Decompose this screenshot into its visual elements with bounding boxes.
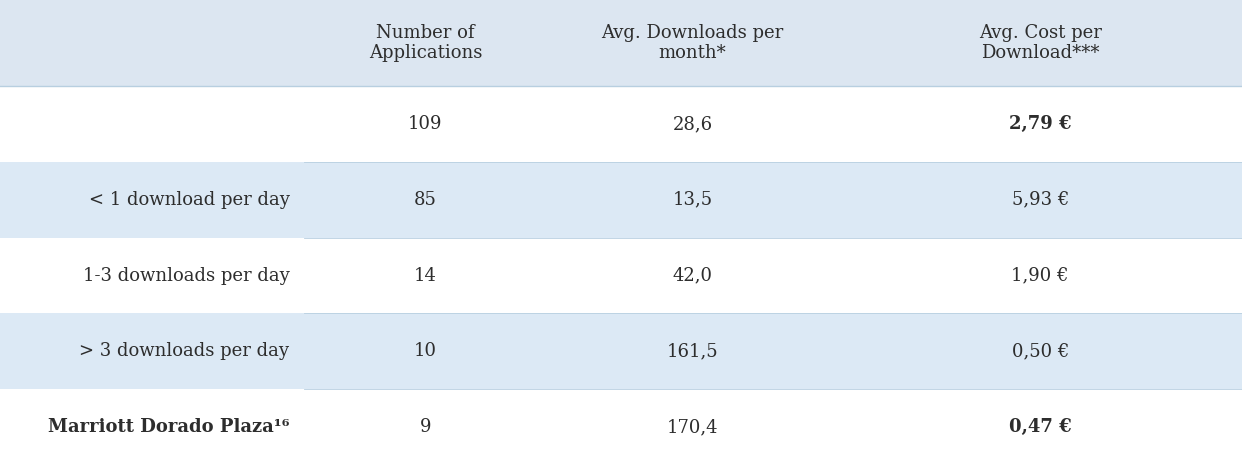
Bar [0,86,304,162]
Bar [304,389,546,465]
Text: 9: 9 [420,418,431,436]
Bar [304,86,546,162]
Text: 170,4: 170,4 [667,418,718,436]
Bar [546,86,838,162]
Bar [546,313,838,389]
Text: 1,90 €: 1,90 € [1011,266,1069,285]
Text: 0,47 €: 0,47 € [1009,418,1072,436]
Bar [838,86,1242,162]
Text: 2,79 €: 2,79 € [1009,115,1072,133]
Text: 10: 10 [414,342,437,360]
Bar [304,162,546,238]
Text: 42,0: 42,0 [672,266,713,285]
Text: 109: 109 [409,115,442,133]
Bar [546,0,838,86]
Bar [0,313,304,389]
Text: Avg. Downloads per
month*: Avg. Downloads per month* [601,24,784,62]
Bar [0,389,304,465]
Bar [0,238,304,313]
Text: 1-3 downloads per day: 1-3 downloads per day [83,266,289,285]
Text: Number of
Applications: Number of Applications [369,24,482,62]
Bar [546,238,838,313]
Text: 161,5: 161,5 [667,342,718,360]
Text: < 1 download per day: < 1 download per day [88,191,289,209]
Bar [838,389,1242,465]
Bar [0,162,304,238]
Bar [546,389,838,465]
Text: 14: 14 [414,266,437,285]
Bar [838,238,1242,313]
Bar [838,162,1242,238]
Text: Marriott Dorado Plaza¹⁶: Marriott Dorado Plaza¹⁶ [48,418,289,436]
Text: 5,93 €: 5,93 € [1011,191,1069,209]
Text: 0,50 €: 0,50 € [1011,342,1069,360]
Bar [838,313,1242,389]
Text: 13,5: 13,5 [672,191,713,209]
Bar [546,162,838,238]
Text: 85: 85 [414,191,437,209]
Bar [0,0,304,86]
Bar [304,238,546,313]
Bar [304,313,546,389]
Bar [304,0,546,86]
Text: 28,6: 28,6 [672,115,713,133]
Text: Avg. Cost per
Download***: Avg. Cost per Download*** [979,24,1102,62]
Text: > 3 downloads per day: > 3 downloads per day [79,342,289,360]
Bar [838,0,1242,86]
